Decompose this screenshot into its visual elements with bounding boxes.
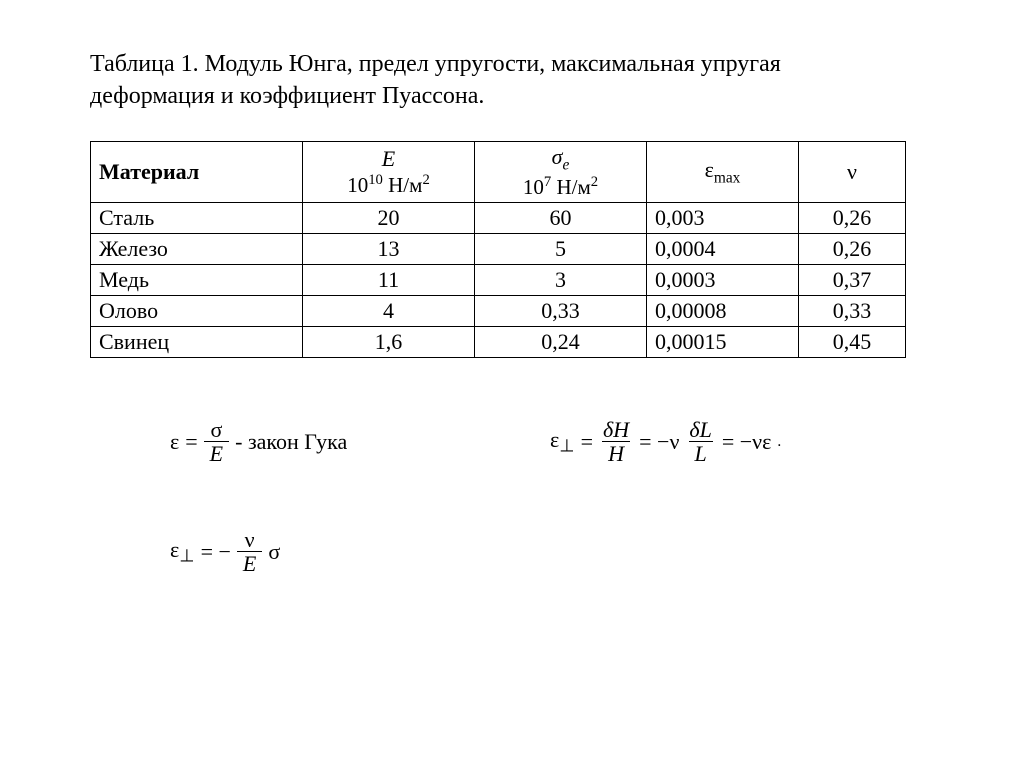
cell-E: 20 xyxy=(303,203,475,234)
col-max-strain: εmax xyxy=(647,141,799,202)
cell-E: 11 xyxy=(303,265,475,296)
cell-epsmax: 0,0004 xyxy=(647,234,799,265)
cell-E: 1,6 xyxy=(303,327,475,358)
cell-epsmax: 0,0003 xyxy=(647,265,799,296)
cell-material: Сталь xyxy=(91,203,303,234)
col-material: Материал xyxy=(91,141,303,202)
table-row: Сталь 20 60 0,003 0,26 xyxy=(91,203,906,234)
cell-material: Медь xyxy=(91,265,303,296)
cell-sigma: 60 xyxy=(475,203,647,234)
cell-nu: 0,33 xyxy=(799,296,906,327)
cell-sigma: 0,33 xyxy=(475,296,647,327)
cell-epsmax: 0,00008 xyxy=(647,296,799,327)
formula-hooke: ε = σ E - закон Гука xyxy=(170,418,347,465)
table-body: Сталь 20 60 0,003 0,26 Железо 13 5 0,000… xyxy=(91,203,906,358)
cell-nu: 0,26 xyxy=(799,203,906,234)
cell-material: Железо xyxy=(91,234,303,265)
cell-epsmax: 0,00015 xyxy=(647,327,799,358)
col-youngs-modulus: E 1010 Н/м2 xyxy=(303,141,475,202)
formula-transverse-strain: ε⊥ = δH H = −ν δL L = −νε. xyxy=(550,418,781,465)
table-row: Свинец 1,6 0,24 0,00015 0,45 xyxy=(91,327,906,358)
table-header-row: Материал E 1010 Н/м2 σe 107 Н/м2 εmax xyxy=(91,141,906,202)
table-row: Олово 4 0,33 0,00008 0,33 xyxy=(91,296,906,327)
cell-E: 13 xyxy=(303,234,475,265)
table-row: Железо 13 5 0,0004 0,26 xyxy=(91,234,906,265)
cell-E: 4 xyxy=(303,296,475,327)
table-row: Медь 11 3 0,0003 0,37 xyxy=(91,265,906,296)
cell-epsmax: 0,003 xyxy=(647,203,799,234)
cell-sigma: 3 xyxy=(475,265,647,296)
cell-nu: 0,26 xyxy=(799,234,906,265)
cell-nu: 0,45 xyxy=(799,327,906,358)
cell-sigma: 0,24 xyxy=(475,327,647,358)
table-caption: Таблица 1. Модуль Юнга, предел упругости… xyxy=(90,48,850,113)
cell-nu: 0,37 xyxy=(799,265,906,296)
cell-material: Свинец xyxy=(91,327,303,358)
materials-table: Материал E 1010 Н/м2 σe 107 Н/м2 εmax xyxy=(90,141,906,358)
formula-transverse-short: ε⊥ = − ν E σ xyxy=(170,528,280,575)
col-elastic-limit: σe 107 Н/м2 xyxy=(475,141,647,202)
cell-sigma: 5 xyxy=(475,234,647,265)
col-poisson: ν xyxy=(799,141,906,202)
cell-material: Олово xyxy=(91,296,303,327)
